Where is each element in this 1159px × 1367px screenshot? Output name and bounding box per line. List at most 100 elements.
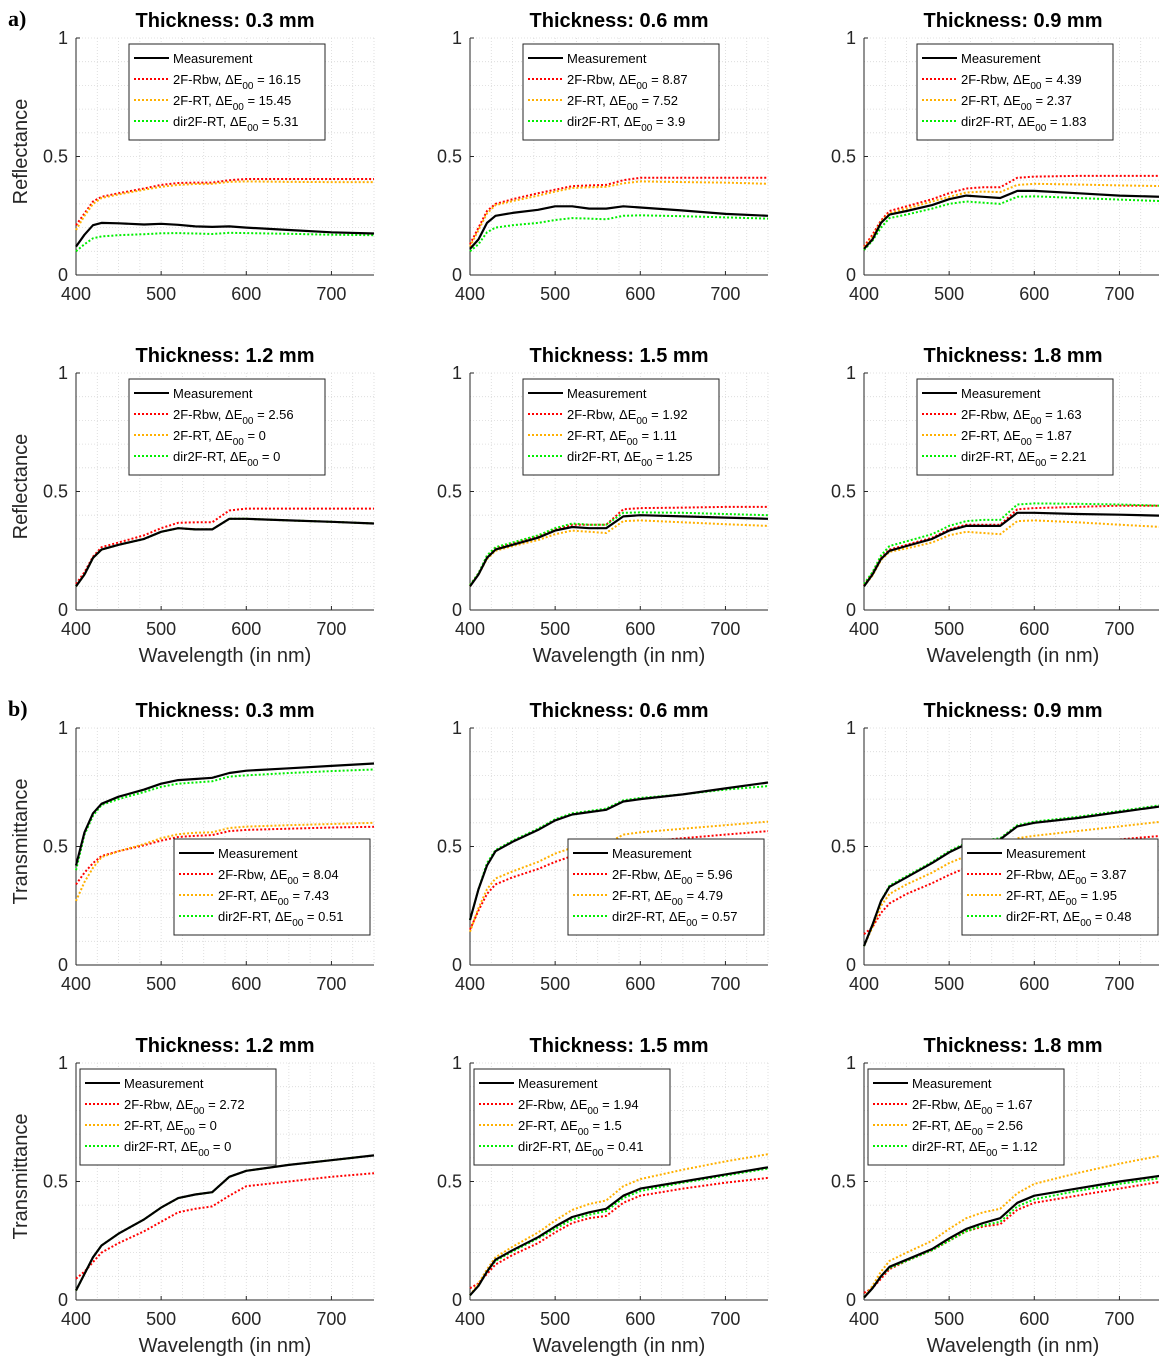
chart-9-x-tick-label: 700 (1104, 974, 1134, 994)
chart-5-y-tick-label: 0 (452, 600, 462, 620)
chart-8-title: Thickness: 0.6 mm (530, 700, 709, 722)
chart-9-x-tick-label: 500 (934, 974, 964, 994)
chart-5-x-tick-label: 500 (540, 619, 570, 639)
chart-2-series-2f-rt (469, 180, 769, 248)
chart-6-legend-entry: dir2F-RT, ΔE00 = 2.21 (961, 449, 1086, 469)
chart-10-y-tick-label: 0.5 (43, 1172, 68, 1192)
chart-10-x-tick-label: 700 (316, 1309, 346, 1329)
chart-3-x-tick-label: 400 (849, 284, 879, 304)
chart-4-x-tick-label: 600 (231, 619, 261, 639)
chart-3-title: Thickness: 0.9 mm (924, 10, 1103, 32)
chart-1-legend-entry: 2F-RT, ΔE00 = 15.45 (173, 93, 291, 113)
chart-1-x-tick-label: 500 (146, 284, 176, 304)
chart-1-series-2f-rbw (75, 178, 374, 226)
chart-2-y-tick-label: 0.5 (437, 147, 462, 167)
chart-12-legend-box (867, 1068, 1065, 1166)
chart-5-y-tick-label: 0.5 (437, 482, 462, 502)
chart-8-x-tick-label: 700 (710, 974, 740, 994)
chart-11-legend-entry: dir2F-RT, ΔE00 = 0.41 (518, 1139, 643, 1159)
chart-8-legend-entry: 2F-RT, ΔE00 = 4.79 (612, 888, 723, 908)
chart-1-series-measurement (75, 221, 375, 248)
chart-11-series-measurement (469, 1166, 769, 1297)
chart-4-x-tick-label: 400 (61, 619, 91, 639)
chart-2-title: Thickness: 0.6 mm (530, 10, 709, 32)
chart-1-series-dir2f-rt (75, 231, 375, 253)
chart-5-legend-entry: 2F-Rbw, ΔE00 = 1.92 (567, 407, 688, 427)
chart-9-legend-box (961, 838, 1159, 936)
chart-3-legend-entry: Measurement (961, 51, 1041, 66)
chart-2-legend-entry: 2F-Rbw, ΔE00 = 8.87 (567, 72, 688, 92)
chart-7-legend-entry: 2F-Rbw, ΔE00 = 8.04 (218, 867, 339, 887)
chart-10-x-tick-label: 600 (231, 1309, 261, 1329)
chart-6-y-tick-label: 0.5 (831, 482, 856, 502)
chart-4-series-2f-rt (75, 517, 375, 587)
chart-11-title: Thickness: 1.5 mm (530, 1035, 709, 1057)
chart-1-x-tick-label: 600 (231, 284, 261, 304)
chart-11-x-tick-label: 600 (625, 1309, 655, 1329)
chart-1-y-tick-label: 0 (58, 265, 68, 285)
panel-label-a: a) (8, 6, 27, 31)
chart-12-x-tick-label: 400 (849, 1309, 879, 1329)
chart-7-legend-box (173, 838, 371, 936)
chart-4-x-tick-label: 500 (146, 619, 176, 639)
chart-12-y-tick-label: 1 (846, 1053, 856, 1073)
chart-10-legend-entry: dir2F-RT, ΔE00 = 0 (124, 1139, 231, 1159)
chart-4-y-tick-label: 0.5 (43, 482, 68, 502)
chart-10-title: Thickness: 1.2 mm (136, 1035, 315, 1057)
chart-4-legend-entry: 2F-Rbw, ΔE00 = 2.56 (173, 407, 294, 427)
chart-10-legend-entry: Measurement (124, 1076, 204, 1091)
chart-8-y-tick-label: 0 (452, 955, 462, 975)
chart-3-x-tick-label: 600 (1019, 284, 1049, 304)
chart-12-x-tick-label: 500 (934, 1309, 964, 1329)
chart-12-y-tick-label: 0.5 (831, 1172, 856, 1192)
chart-2-legend-entry: 2F-RT, ΔE00 = 7.52 (567, 93, 678, 113)
chart-8-y-tick-label: 1 (452, 718, 462, 738)
chart-7-legend-entry: dir2F-RT, ΔE00 = 0.51 (218, 909, 343, 929)
chart-10-legend-box (79, 1068, 277, 1166)
chart-8-legend-box (567, 838, 765, 936)
chart-4-series-2f-rbw (75, 507, 374, 585)
chart-6-y-tick-label: 0 (846, 600, 856, 620)
chart-2-series-2f-rbw (469, 176, 768, 245)
chart-9-x-tick-label: 600 (1019, 974, 1049, 994)
chart-2-x-tick-label: 500 (540, 284, 570, 304)
chart-3-x-tick-label: 500 (934, 284, 964, 304)
chart-9-legend-entry: Measurement (1006, 846, 1086, 861)
chart-4-legend-entry: Measurement (173, 386, 253, 401)
chart-4-title: Thickness: 1.2 mm (136, 345, 315, 367)
chart-7-y-tick-label: 0 (58, 955, 68, 975)
chart-9-legend-entry: dir2F-RT, ΔE00 = 0.48 (1006, 909, 1131, 929)
chart-10-y-label: Transmittance (10, 1114, 32, 1240)
chart-12-legend-entry: dir2F-RT, ΔE00 = 1.12 (912, 1139, 1037, 1159)
chart-12-y-tick-label: 0 (846, 1290, 856, 1310)
chart-11-x-tick-label: 700 (710, 1309, 740, 1329)
chart-6-x-tick-label: 500 (934, 619, 964, 639)
chart-4-x-label: Wavelength (in nm) (139, 645, 312, 667)
chart-9-legend-entry: 2F-Rbw, ΔE00 = 3.87 (1006, 867, 1127, 887)
chart-4-x-tick-label: 700 (316, 619, 346, 639)
chart-9-y-tick-label: 1 (846, 718, 856, 738)
chart-4-series-measurement (75, 517, 375, 587)
chart-3-legend-entry: 2F-Rbw, ΔE00 = 4.39 (961, 72, 1082, 92)
chart-4-legend-box (128, 378, 326, 476)
chart-1-legend-entry: 2F-Rbw, ΔE00 = 16.15 (173, 72, 301, 92)
chart-2-y-tick-label: 1 (452, 28, 462, 48)
chart-1-title: Thickness: 0.3 mm (136, 10, 315, 32)
chart-12-legend-entry: 2F-RT, ΔE00 = 2.56 (912, 1118, 1023, 1138)
chart-6-series-measurement (863, 511, 1159, 587)
chart-1-legend-entry: dir2F-RT, ΔE00 = 5.31 (173, 114, 298, 134)
chart-9-title: Thickness: 0.9 mm (924, 700, 1103, 722)
chart-5-x-label: Wavelength (in nm) (533, 645, 706, 667)
chart-6-legend-entry: 2F-RT, ΔE00 = 1.87 (961, 428, 1072, 448)
chart-8-x-tick-label: 500 (540, 974, 570, 994)
chart-3-x-tick-label: 700 (1104, 284, 1134, 304)
chart-3-series-dir2f-rt (863, 195, 1159, 251)
chart-4-y-tick-label: 1 (58, 363, 68, 383)
chart-6-series-dir2f-rt (863, 502, 1159, 585)
chart-6-title: Thickness: 1.8 mm (924, 345, 1103, 367)
chart-3-y-tick-label: 0.5 (831, 147, 856, 167)
chart-3-legend-entry: 2F-RT, ΔE00 = 2.37 (961, 93, 1072, 113)
chart-11-legend-entry: Measurement (518, 1076, 598, 1091)
chart-11-legend-entry: 2F-Rbw, ΔE00 = 1.94 (518, 1097, 639, 1117)
